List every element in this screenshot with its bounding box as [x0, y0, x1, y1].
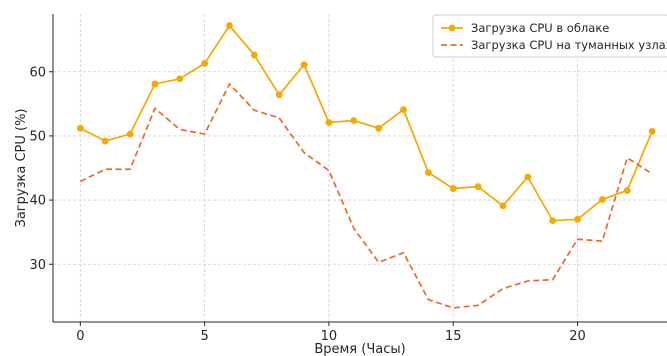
series-0-point-21 [598, 196, 606, 203]
x-tick-label-0: 0 [76, 329, 84, 344]
legend-marker-cloud [448, 24, 456, 32]
y-tick-label-30: 30 [29, 258, 46, 273]
series-0-point-20 [574, 215, 581, 223]
series-line-0 [79, 24, 653, 222]
legend-label-cloud: Загрузка CPU в облаке [471, 21, 609, 35]
series-0-point-2 [126, 130, 134, 138]
series-0-point-13 [400, 106, 407, 114]
axes [52, 14, 667, 323]
series-0-point-6 [226, 22, 233, 29]
series-0-point-12 [375, 124, 383, 132]
series-0-point-8 [275, 91, 283, 99]
series-0-point-5 [201, 60, 209, 67]
grid [53, 14, 667, 322]
legend-label-fog: Загрузка CPU на туманных узлах [471, 38, 667, 52]
series-0-point-9 [300, 61, 308, 69]
series-layer [76, 22, 656, 309]
series-0-point-19 [549, 217, 557, 225]
y-tick-label-40: 40 [29, 194, 46, 209]
series-0-point-4 [176, 75, 184, 83]
series-0-point-17 [499, 202, 507, 210]
series-0-point-7 [250, 51, 258, 59]
legend-frame [432, 14, 667, 58]
x-tick-label-15: 15 [445, 329, 462, 344]
y-tick-label-50: 50 [29, 129, 46, 144]
series-0-point-11 [350, 117, 358, 124]
x-axis-label: Время (Часы) [314, 342, 405, 356]
series-0-point-14 [424, 169, 432, 176]
x-tick-label-10: 10 [321, 329, 338, 344]
series-0-point-18 [524, 173, 532, 181]
series-0-point-16 [474, 183, 482, 191]
x-tick-label-5: 5 [200, 329, 208, 344]
series-0-point-1 [101, 137, 109, 145]
ticks: 0 5 10 15 20 30 40 50 60 [29, 65, 585, 344]
legend: Загрузка CPU в облаке Загрузка CPU на ту… [432, 14, 667, 58]
series-0-point-10 [325, 119, 333, 126]
series-0-point-15 [449, 185, 457, 192]
series-0-point-0 [76, 124, 84, 132]
x-tick-label-20: 20 [569, 329, 586, 344]
series-line-1 [79, 83, 653, 309]
series-0-point-3 [151, 80, 159, 88]
y-axis-label: Загрузка CPU (%) [14, 109, 29, 228]
y-tick-label-60: 60 [29, 65, 46, 80]
series-0-point-23 [648, 128, 656, 135]
series-0-point-22 [623, 187, 631, 194]
